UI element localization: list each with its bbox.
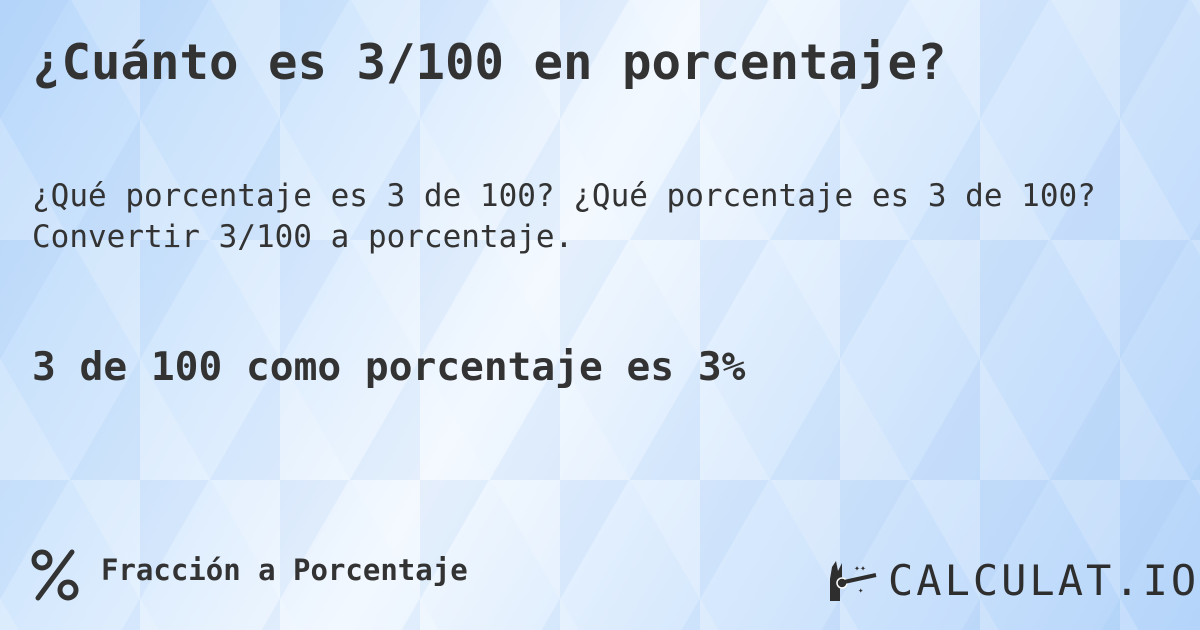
answer-text: 3 de 100 como porcentaje es 3% xyxy=(32,344,746,390)
svg-text:✦✦: ✦✦ xyxy=(854,563,866,574)
svg-text:✦: ✦ xyxy=(858,586,864,596)
category-link[interactable]: Fracción a Porcentaje xyxy=(101,553,468,587)
logo[interactable]: ✦✦ ✦ CALCULAT.IO xyxy=(828,556,1199,605)
percent-icon xyxy=(31,549,79,601)
question-line-2: Convertir 3/100 a porcentaje. xyxy=(32,219,574,255)
logo-text: CALCULAT.IO xyxy=(888,556,1200,605)
question-text: ¿Qué porcentaje es 3 de 100? ¿Qué porcen… xyxy=(32,176,1096,258)
question-line-1: ¿Qué porcentaje es 3 de 100? ¿Qué porcen… xyxy=(32,178,1096,214)
page-title: ¿Cuánto es 3/100 en porcentaje? xyxy=(32,34,947,91)
magic-hand-icon: ✦✦ ✦ xyxy=(830,560,877,601)
